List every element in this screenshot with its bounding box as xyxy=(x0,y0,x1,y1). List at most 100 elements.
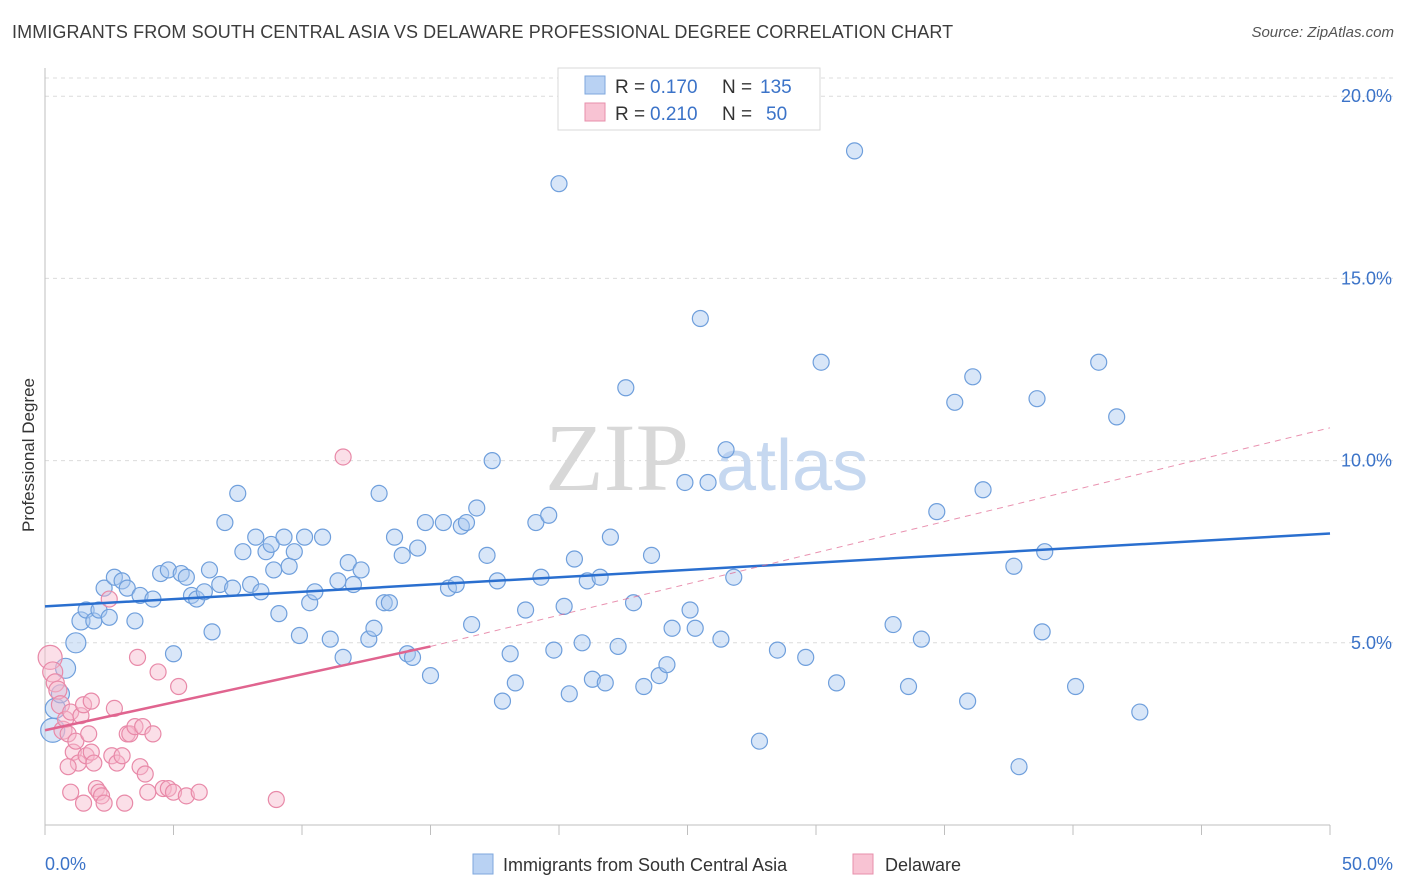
point-delaware xyxy=(154,779,172,798)
legend-bottom-swatch-blue xyxy=(472,853,494,875)
point-south-central-asia xyxy=(1108,408,1126,426)
trend-line-blue xyxy=(44,532,1331,608)
point-south-central-asia xyxy=(725,568,743,586)
point-south-central-asia xyxy=(270,605,288,623)
trend-line-dashed-pink xyxy=(430,427,1331,647)
point-south-central-asia xyxy=(211,575,229,594)
point-south-central-asia xyxy=(131,586,149,605)
legend-n-label-blue: N = xyxy=(722,77,752,98)
y-axis-label: Professional Degree xyxy=(19,378,38,532)
point-south-central-asia xyxy=(663,619,681,637)
point-south-central-asia xyxy=(506,674,524,692)
point-south-central-asia xyxy=(457,513,476,532)
point-delaware xyxy=(85,754,103,772)
series-pink-points xyxy=(37,448,352,812)
legend-r-label-pink: R = xyxy=(615,104,645,125)
point-south-central-asia xyxy=(545,641,563,659)
point-south-central-asia xyxy=(717,441,735,459)
point-south-central-asia xyxy=(229,484,247,503)
point-delaware xyxy=(59,758,77,776)
point-south-central-asia xyxy=(164,645,183,663)
point-delaware xyxy=(113,747,131,765)
point-south-central-asia xyxy=(375,594,393,612)
point-south-central-asia xyxy=(295,528,314,546)
point-south-central-asia xyxy=(200,561,219,579)
point-south-central-asia xyxy=(50,684,71,704)
point-south-central-asia xyxy=(565,550,584,568)
point-south-central-asia xyxy=(385,528,404,546)
point-south-central-asia xyxy=(434,513,452,532)
point-delaware xyxy=(37,644,63,670)
point-delaware xyxy=(267,790,285,809)
point-south-central-asia xyxy=(321,630,339,648)
point-south-central-asia xyxy=(899,677,918,696)
legend-n-value-pink: 50 xyxy=(766,104,787,125)
point-south-central-asia xyxy=(573,634,591,652)
point-delaware xyxy=(149,663,167,681)
y-tick-label: 10.0% xyxy=(1341,451,1392,471)
point-south-central-asia xyxy=(946,393,964,411)
point-south-central-asia xyxy=(1033,623,1051,641)
point-south-central-asia xyxy=(463,615,481,634)
watermark: ZIP atlas xyxy=(545,404,868,511)
point-south-central-asia xyxy=(478,546,496,564)
y-tick-label: 20.0% xyxy=(1341,86,1392,106)
tick-labels: 5.0% 10.0% 15.0% 20.0% 0.0% 50.0% xyxy=(45,86,1393,874)
point-south-central-asia xyxy=(280,557,298,575)
point-south-central-asia xyxy=(540,506,558,524)
point-south-central-asia xyxy=(1090,353,1108,371)
point-south-central-asia xyxy=(681,601,699,619)
point-south-central-asia xyxy=(409,539,427,557)
point-south-central-asia xyxy=(1010,758,1028,776)
point-delaware xyxy=(45,673,65,693)
legend-bottom-label-pink: Delaware xyxy=(885,855,961,875)
point-delaware xyxy=(334,448,352,466)
point-delaware xyxy=(67,732,85,750)
point-south-central-asia xyxy=(827,674,846,692)
point-south-central-asia xyxy=(596,674,614,692)
point-delaware xyxy=(144,725,162,743)
point-delaware xyxy=(100,590,118,608)
series-blue-points xyxy=(40,142,1149,776)
watermark-zip: ZIP xyxy=(545,404,689,511)
legend-swatch-blue xyxy=(584,75,606,95)
point-south-central-asia xyxy=(1066,677,1085,696)
point-south-central-asia xyxy=(275,528,293,546)
point-south-central-asia xyxy=(380,594,398,612)
legend-n-label-pink: N = xyxy=(722,104,752,125)
point-south-central-asia xyxy=(370,484,388,503)
point-delaware xyxy=(139,783,157,801)
point-south-central-asia xyxy=(768,641,787,659)
trend-line-pink xyxy=(44,645,431,732)
point-south-central-asia xyxy=(100,608,118,626)
point-delaware xyxy=(62,783,80,801)
point-delaware xyxy=(82,692,100,710)
point-south-central-asia xyxy=(290,626,309,645)
x-tick-label: 0.0% xyxy=(45,854,86,874)
point-south-central-asia xyxy=(658,656,676,674)
point-south-central-asia xyxy=(265,561,283,579)
point-south-central-asia xyxy=(159,561,177,579)
point-south-central-asia xyxy=(483,452,501,470)
legend-bottom-label-blue: Immigrants from South Central Asia xyxy=(503,855,788,875)
point-south-central-asia xyxy=(691,309,709,328)
point-south-central-asia xyxy=(928,503,946,521)
point-south-central-asia xyxy=(750,732,769,750)
point-south-central-asia xyxy=(884,615,902,634)
point-south-central-asia xyxy=(352,561,370,579)
point-south-central-asia xyxy=(95,579,113,597)
point-south-central-asia xyxy=(1005,557,1023,575)
y-tick-label: 15.0% xyxy=(1341,268,1392,288)
axes xyxy=(44,68,1331,835)
point-south-central-asia xyxy=(216,513,234,532)
legend-bottom-swatch-pink xyxy=(852,853,874,875)
point-south-central-asia xyxy=(493,692,512,710)
point-south-central-asia xyxy=(974,481,992,499)
point-south-central-asia xyxy=(360,630,378,648)
point-south-central-asia xyxy=(177,568,195,586)
point-delaware xyxy=(164,783,183,801)
point-delaware xyxy=(74,794,93,812)
point-south-central-asia xyxy=(699,473,717,492)
point-south-central-asia xyxy=(959,692,977,710)
